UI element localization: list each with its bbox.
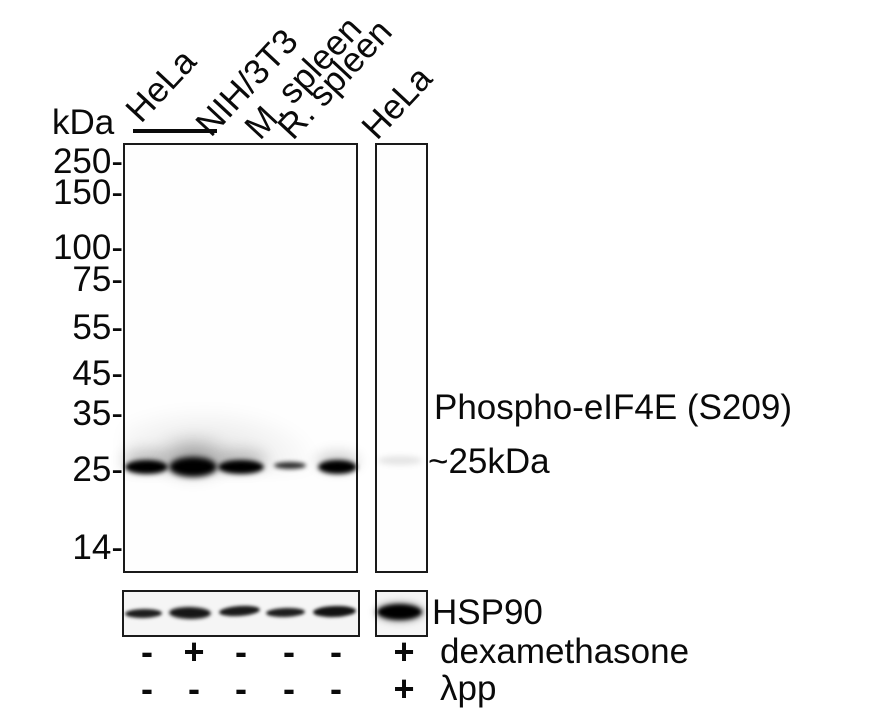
loading-control-label: HSP90 — [432, 593, 543, 632]
lambda-pp-lane-6: + — [393, 668, 415, 709]
marker-45: 45- — [72, 354, 123, 393]
phospho-control-panel — [375, 143, 428, 573]
kda-unit-label: kDa — [52, 103, 115, 142]
marker-35: 35- — [72, 394, 123, 433]
phospho-band-lane-4 — [274, 462, 306, 469]
hela-lanes-underline — [133, 129, 217, 133]
marker-150: 150- — [52, 173, 123, 212]
treatment-label-lambda-pp: λpp — [440, 669, 497, 708]
dexamethasone-lane-4: - — [283, 631, 295, 672]
treatment-label-dexamethasone: dexamethasone — [440, 632, 690, 671]
phospho-band-lane-1 — [125, 460, 168, 474]
lambda-pp-lane-5: - — [330, 668, 342, 709]
dexamethasone-lane-6: + — [393, 631, 415, 672]
marker-75: 75- — [72, 260, 123, 299]
marker-14: 14- — [72, 528, 123, 567]
marker-55: 55- — [72, 308, 123, 347]
phospho-blot-panel — [123, 143, 358, 573]
molecular-weight-label: ~25kDa — [428, 442, 550, 481]
dexamethasone-lane-1: - — [141, 631, 153, 672]
marker-25: 25- — [72, 450, 123, 489]
lambda-pp-lane-1: - — [141, 668, 153, 709]
lambda-pp-lane-3: - — [235, 668, 247, 709]
phospho-band-lane-5 — [318, 460, 357, 474]
marker-250: 250- — [52, 142, 123, 181]
phospho-band-lambda-pp — [378, 456, 422, 465]
marker-100: 100- — [52, 228, 123, 267]
dexamethasone-lane-5: - — [330, 631, 342, 672]
dexamethasone-lane-3: - — [235, 631, 247, 672]
phospho-band-lane-2 — [169, 457, 217, 477]
phospho-band-lane-3 — [218, 460, 264, 474]
target-protein-label: Phospho-eIF4E (S209) — [434, 388, 792, 427]
hsp90-band-lambda-pp — [377, 604, 422, 620]
dexamethasone-lane-2: + — [183, 631, 205, 672]
lane-label-hela-2: HeLa — [354, 58, 440, 147]
lambda-pp-lane-4: - — [283, 668, 295, 709]
lambda-pp-lane-2: - — [188, 668, 200, 709]
